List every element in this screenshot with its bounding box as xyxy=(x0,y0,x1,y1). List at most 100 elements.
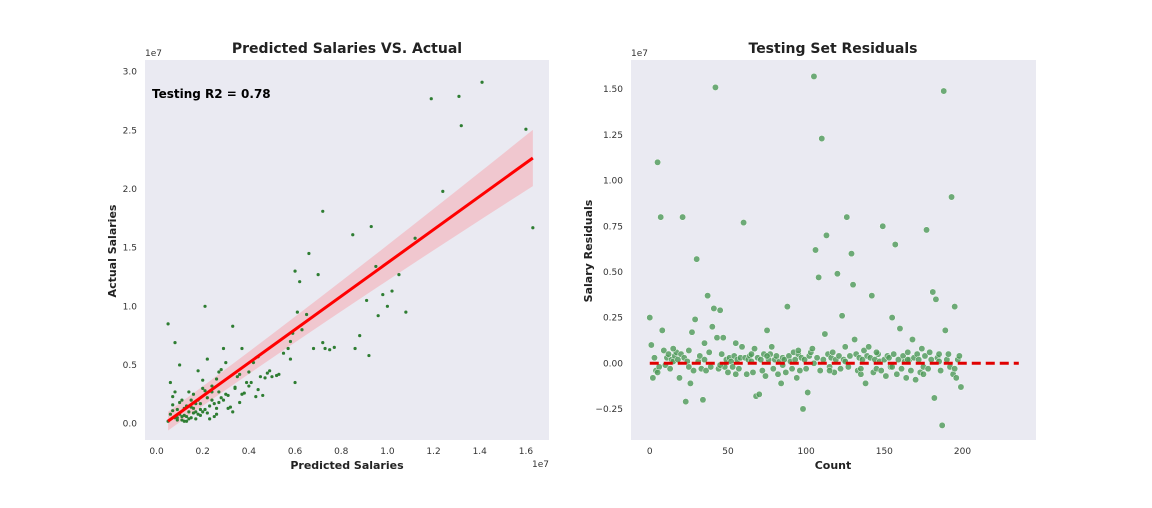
x-tick-label: 200 xyxy=(954,447,971,457)
scatter-point xyxy=(203,304,207,308)
residual-point xyxy=(685,363,693,371)
scatter-point xyxy=(238,372,242,376)
scatter-point xyxy=(404,310,408,314)
scatter-point xyxy=(175,416,179,420)
scatter-point xyxy=(214,412,219,416)
residual-point xyxy=(708,323,716,331)
scatter-point xyxy=(203,389,207,393)
residual-point xyxy=(719,334,727,342)
x-tick-label: 1.2 xyxy=(426,447,440,457)
scatter-point xyxy=(219,368,223,372)
x-tick-label: 1.0 xyxy=(380,447,395,457)
scatter-point xyxy=(328,348,332,352)
y-axis-label-right: Salary Residuals xyxy=(582,199,595,302)
residual-point xyxy=(808,345,816,353)
residual-point xyxy=(769,365,777,373)
residual-point xyxy=(813,354,821,362)
residual-point xyxy=(685,347,693,354)
residual-point xyxy=(665,350,672,358)
scatter-point xyxy=(224,360,228,365)
scatter-point xyxy=(198,413,203,417)
residual-point xyxy=(810,72,818,80)
scatter-point xyxy=(247,370,251,374)
x-tick-label: 0.2 xyxy=(196,447,210,457)
residual-point xyxy=(696,352,704,360)
residual-point xyxy=(838,312,846,320)
residual-point xyxy=(904,348,912,356)
scatter-point xyxy=(191,392,196,396)
scatter-point xyxy=(305,312,309,317)
residual-point xyxy=(932,295,940,303)
residual-point xyxy=(919,370,927,378)
scatter-point xyxy=(381,292,385,297)
residual-point xyxy=(763,326,771,334)
residual-point xyxy=(804,389,812,396)
x-tick-label: 50 xyxy=(722,447,734,457)
residual-point xyxy=(851,336,859,343)
scatter-point xyxy=(293,380,297,385)
y-exponent-left: 1e7 xyxy=(145,49,162,59)
residual-point xyxy=(879,222,887,230)
scatter-point xyxy=(182,419,186,423)
predicted-vs-actual-chart: 0.0 0.2 0.4 0.6 0.8 1.0 1.2 1.4 1.6 0.0 0.5 1.0 1.5… xyxy=(106,41,549,472)
scatter-point xyxy=(201,378,205,382)
residual-point xyxy=(924,365,932,373)
residual-point xyxy=(921,352,929,360)
plot-area-right xyxy=(631,60,1036,440)
residual-point xyxy=(935,350,943,358)
residual-point xyxy=(898,365,905,373)
x-tick-label: 0.0 xyxy=(149,447,164,457)
residual-point xyxy=(740,219,748,227)
scatter-point xyxy=(524,127,528,131)
scatter-point xyxy=(187,390,191,394)
residual-point xyxy=(902,374,910,382)
y-tick-label: 1.25 xyxy=(603,131,623,141)
residual-point xyxy=(929,288,937,296)
residual-point xyxy=(755,390,763,398)
residual-point xyxy=(749,368,757,376)
scatter-point xyxy=(171,403,175,407)
residual-point xyxy=(821,330,829,338)
scatter-point xyxy=(311,346,316,351)
residual-point xyxy=(701,356,708,364)
scatter-point xyxy=(178,400,182,405)
scatter-point xyxy=(226,406,230,410)
scatter-point xyxy=(217,370,221,374)
residual-point xyxy=(941,326,949,334)
residual-point xyxy=(846,352,854,360)
scatter-point xyxy=(238,400,242,405)
residual-point xyxy=(716,306,724,314)
scatter-point xyxy=(316,273,320,277)
scatter-point xyxy=(198,402,203,406)
residual-point xyxy=(848,250,855,258)
scatter-point xyxy=(189,398,193,402)
scatter-point xyxy=(351,233,355,237)
residual-point xyxy=(815,273,823,281)
residual-point xyxy=(816,367,824,375)
residual-point xyxy=(693,255,701,263)
residual-point xyxy=(841,343,849,351)
residual-point xyxy=(952,374,960,382)
scatter-point xyxy=(298,280,302,284)
residual-point xyxy=(646,314,654,322)
y-tick-label: 2.5 xyxy=(123,126,137,136)
y-tick-label: 0.0 xyxy=(123,420,138,430)
scatter-point xyxy=(217,400,221,405)
residual-point xyxy=(951,365,959,373)
residual-point xyxy=(955,352,963,360)
scatter-point xyxy=(166,322,170,326)
residual-point xyxy=(658,326,666,334)
scatter-point xyxy=(171,395,175,399)
scatter-point xyxy=(367,353,371,358)
residual-point xyxy=(794,347,802,354)
y-exponent-right: 1e7 xyxy=(631,49,648,59)
scatter-point xyxy=(226,393,230,398)
residual-point xyxy=(669,345,677,353)
scatter-point xyxy=(198,407,203,412)
scatter-point xyxy=(365,298,369,303)
scatter-point xyxy=(205,411,209,415)
scatter-point xyxy=(457,94,461,98)
residual-point xyxy=(710,305,718,312)
y-tick-label: 0.75 xyxy=(603,222,623,232)
residual-point xyxy=(957,383,965,391)
